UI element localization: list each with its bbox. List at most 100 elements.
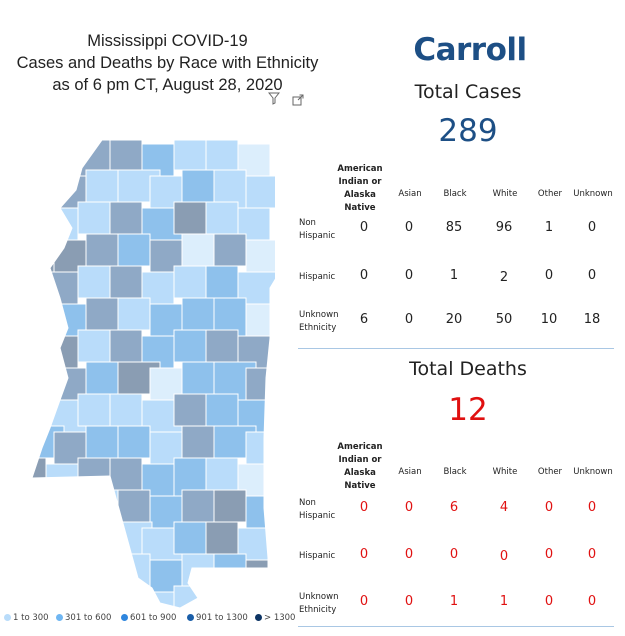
county-region[interactable] (77, 585, 111, 608)
filter-icon[interactable] (268, 92, 280, 105)
county-region[interactable] (20, 585, 47, 608)
county-region[interactable] (45, 591, 89, 608)
total-cases-label: Total Cases (414, 81, 522, 103)
county-region[interactable] (22, 489, 55, 523)
county-region[interactable] (173, 585, 217, 608)
county-region[interactable] (85, 425, 119, 459)
county-region[interactable] (85, 553, 119, 587)
bottom-divider (298, 626, 614, 627)
title-line-3: as of 6 pm CT, August 28, 2020 (52, 76, 283, 94)
expand-icon[interactable] (292, 94, 304, 106)
county-region[interactable] (205, 138, 239, 171)
county-region[interactable] (213, 233, 247, 267)
column-header: Asian (398, 467, 422, 477)
county-region[interactable] (77, 393, 111, 427)
county-region[interactable] (109, 585, 143, 608)
county-region[interactable] (20, 393, 47, 427)
total-cases-value: 289 (438, 113, 498, 149)
state-outline (31, 139, 275, 608)
legend-item: 1 to 300 (4, 613, 49, 623)
county-region[interactable] (245, 239, 275, 273)
table-cell: 0 (587, 500, 597, 515)
county-region[interactable] (173, 393, 207, 427)
county-region[interactable] (45, 207, 79, 241)
table-cell: 0 (544, 268, 554, 283)
county-region[interactable] (45, 335, 79, 369)
county-region[interactable] (181, 553, 215, 587)
county-region[interactable] (181, 489, 215, 523)
county-region[interactable] (22, 297, 55, 331)
county-region[interactable] (77, 329, 111, 363)
county-region[interactable] (245, 175, 275, 209)
column-header-line: Indian or (338, 177, 382, 187)
county-region[interactable] (53, 559, 87, 593)
county-region[interactable] (77, 521, 121, 563)
legend-swatch (4, 613, 11, 621)
county-region[interactable] (117, 489, 151, 523)
county-region[interactable] (85, 297, 119, 331)
county-region[interactable] (45, 527, 79, 561)
county-region[interactable] (117, 553, 151, 587)
county-region[interactable] (20, 265, 47, 307)
county-region[interactable] (205, 585, 239, 608)
county-region[interactable] (173, 521, 207, 555)
county-region[interactable] (20, 201, 47, 235)
county-region[interactable] (109, 457, 143, 491)
county-region[interactable] (77, 201, 111, 235)
county-region[interactable] (205, 393, 239, 427)
county-region[interactable] (20, 329, 57, 363)
table-cell: 0 (449, 547, 459, 562)
county-region[interactable] (117, 425, 151, 459)
county-region[interactable] (245, 495, 275, 529)
county-region[interactable] (109, 138, 143, 171)
county-region[interactable] (109, 201, 143, 235)
county-region[interactable] (213, 553, 247, 587)
column-header: Unknown (573, 189, 613, 199)
table-cell: 0 (587, 220, 597, 235)
county-region[interactable] (117, 297, 151, 331)
county-region[interactable] (109, 329, 143, 363)
county-region[interactable] (20, 138, 47, 171)
table-cell: 1 (449, 268, 459, 283)
county-region[interactable] (20, 521, 47, 555)
county-region[interactable] (109, 265, 143, 299)
county-region[interactable] (45, 271, 79, 305)
table-cell: 0 (359, 268, 369, 283)
row-label-line: Ethnicity (299, 604, 337, 615)
county-region[interactable] (245, 431, 275, 465)
column-header-line: Alaska Native (344, 468, 376, 491)
column-header: White (492, 467, 518, 477)
county-region[interactable] (205, 201, 239, 235)
county-region[interactable] (22, 169, 55, 203)
county-region[interactable] (77, 457, 111, 491)
county-region[interactable] (173, 201, 207, 235)
county-region[interactable] (213, 489, 247, 523)
county-region[interactable] (181, 361, 215, 395)
county-region[interactable] (117, 233, 151, 267)
county-region[interactable] (53, 495, 87, 537)
county-region[interactable] (245, 559, 275, 601)
county-region[interactable] (22, 553, 55, 587)
column-header: White (492, 189, 518, 199)
county-region[interactable] (205, 457, 239, 491)
row-label: Non Hispanic (299, 497, 335, 523)
county-region[interactable] (22, 233, 55, 275)
table-cell: 0 (587, 268, 597, 283)
county-region[interactable] (45, 143, 79, 177)
table-cell: 96 (495, 220, 513, 235)
county-region[interactable] (173, 138, 207, 171)
table-cell: 0 (544, 500, 554, 515)
row-label: Unknown Ethnicity (299, 309, 338, 335)
legend-item: > 1300 (255, 613, 295, 623)
county-region[interactable] (237, 591, 271, 608)
county-region[interactable] (205, 265, 239, 299)
county-region[interactable] (85, 169, 119, 203)
county-region[interactable] (45, 463, 79, 497)
legend-label: 601 to 900 (130, 613, 177, 623)
county-region[interactable] (109, 393, 143, 427)
county-region[interactable] (245, 303, 275, 337)
table-cell: 6 (359, 312, 369, 327)
county-region[interactable] (22, 361, 55, 403)
county-region[interactable] (181, 297, 215, 331)
table-cell: 10 (540, 312, 558, 327)
